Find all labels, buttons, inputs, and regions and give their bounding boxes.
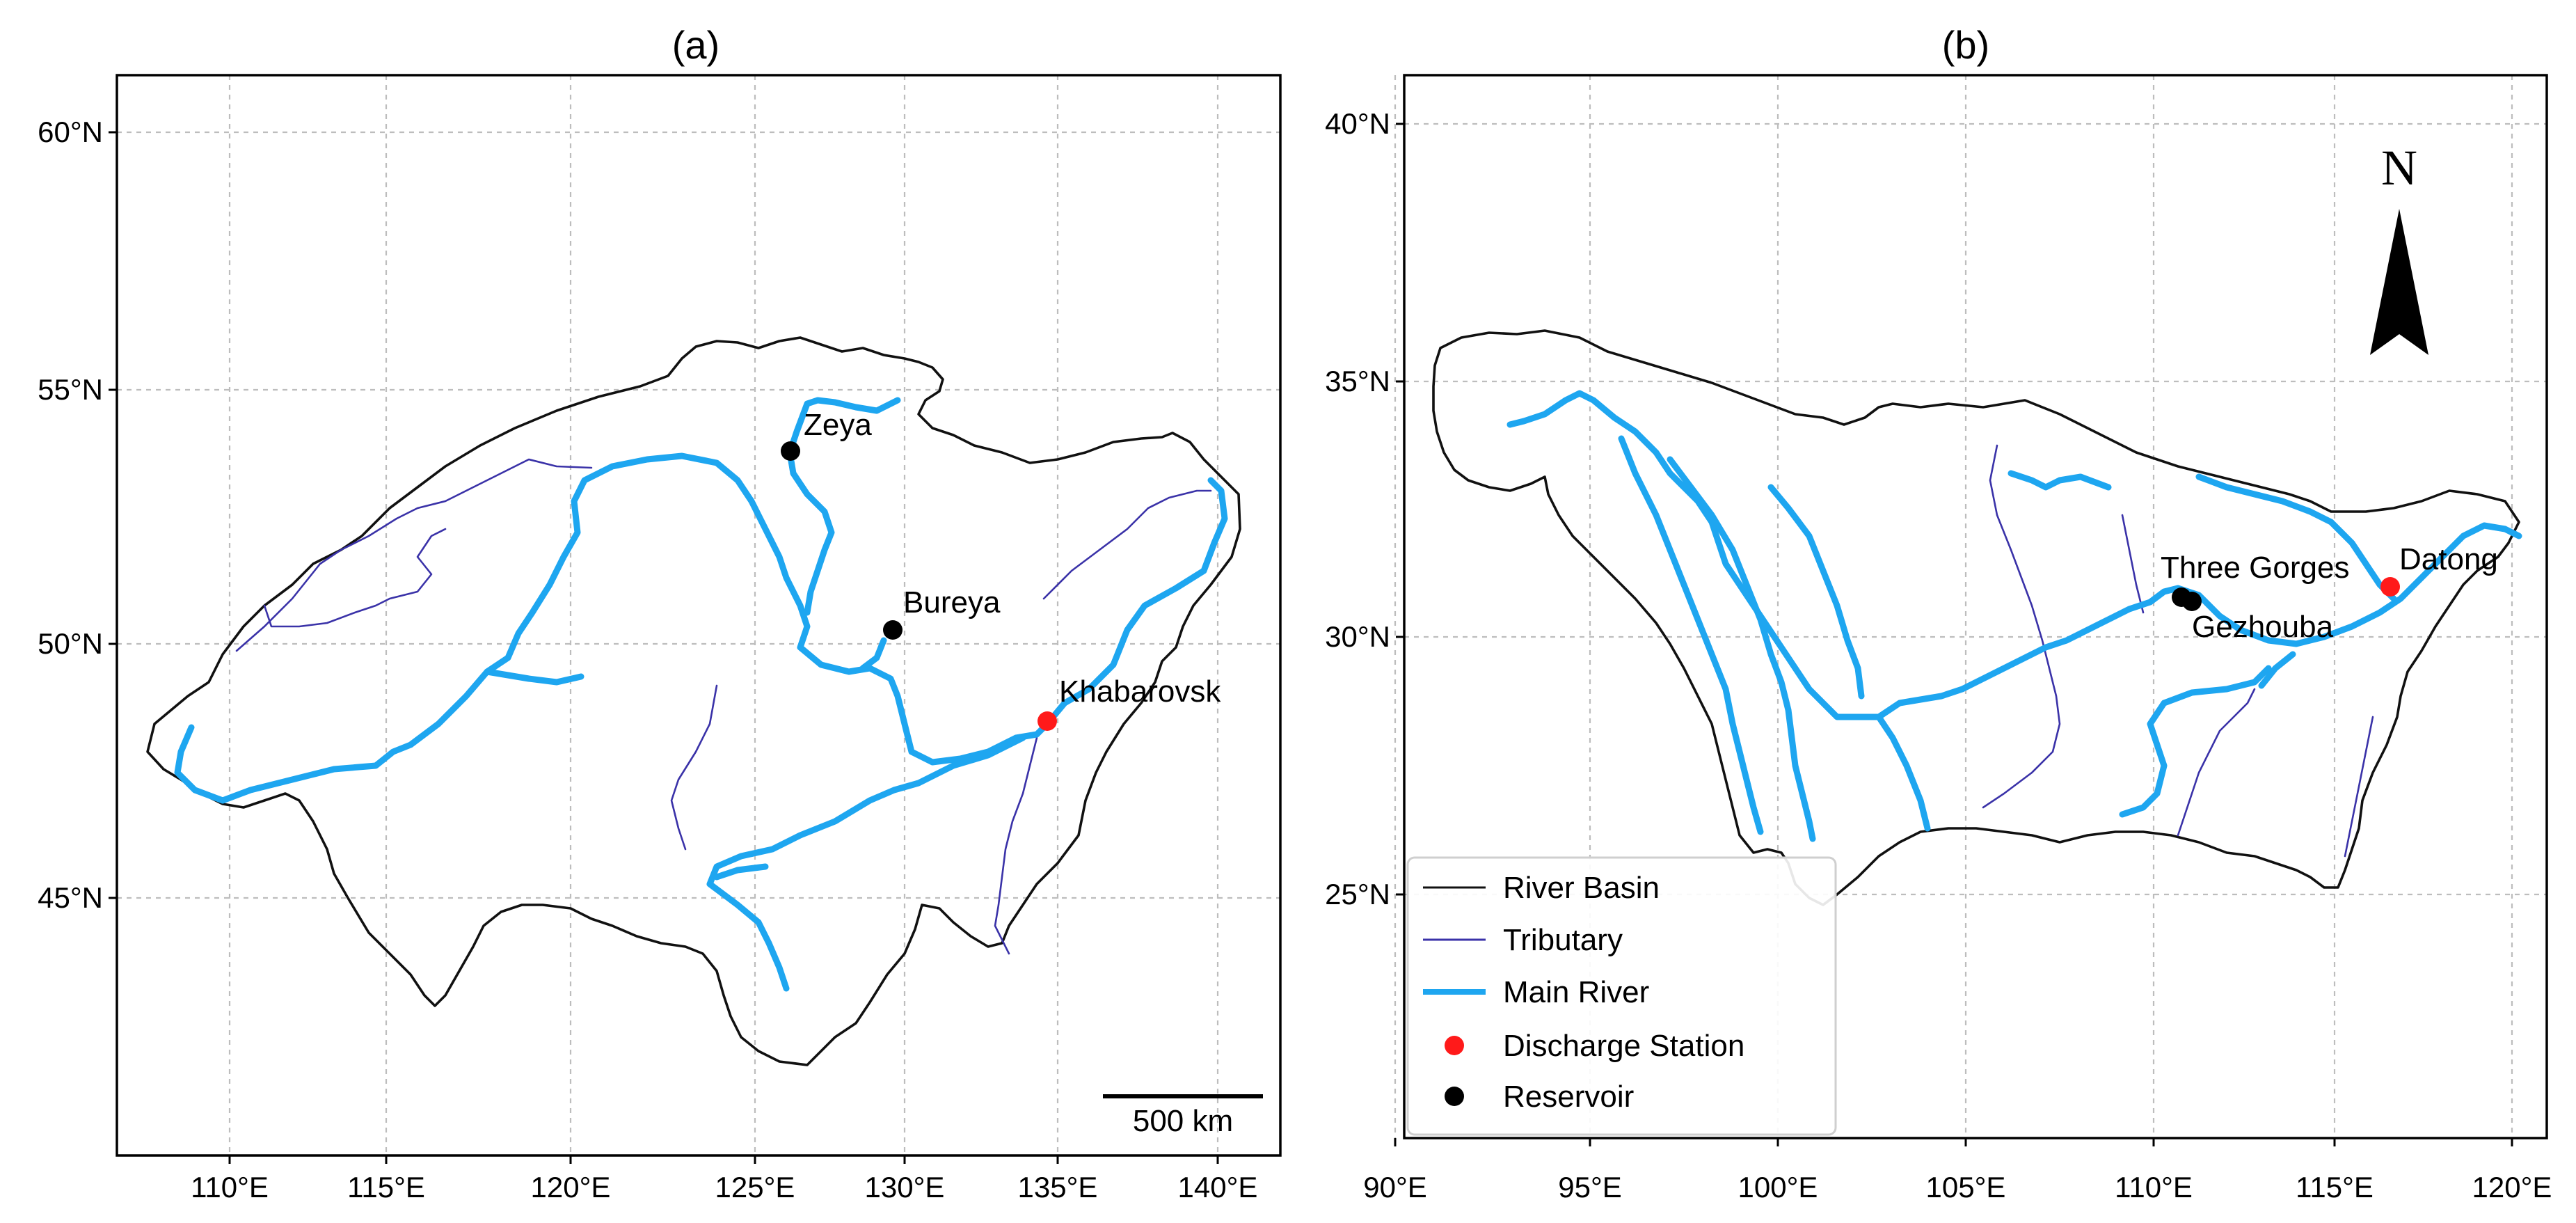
panel-a-main-rivers (174, 397, 1228, 992)
tributary-gan (2344, 716, 2374, 858)
tributary-kerulen (263, 528, 447, 628)
station-label-bureya: Bureya (903, 585, 1001, 620)
x-tick-label: 125°E (715, 1171, 795, 1204)
tributary-bureya-upper (1042, 489, 1212, 600)
y-tick-label: 25°N (1325, 878, 1390, 910)
main-river-yalong (1667, 456, 1816, 842)
legend-box (1406, 856, 1837, 1136)
main-river-han (2195, 473, 2397, 602)
x-tick-label: 140°E (1178, 1171, 1258, 1204)
x-tick-label: 95°E (1558, 1171, 1622, 1204)
station-label-three-gorges: Three Gorges (2161, 551, 2349, 585)
reservoir-marker-gezhouba (2182, 592, 2202, 611)
legend-label-river-basin: River Basin (1503, 871, 1660, 905)
station-label-zeya: Zeya (804, 408, 872, 442)
main-river-han-upper (2007, 470, 2112, 491)
main-river-songhua (706, 734, 1026, 992)
x-tick-label: 105°E (1926, 1171, 2006, 1204)
legend-label-tributary: Tributary (1503, 923, 1623, 957)
main-river-amur-lower (1044, 477, 1228, 727)
panel-b-stations: Three Gorges Gezhouba Datong (2161, 542, 2498, 644)
panel-b-gridlines (1394, 75, 2547, 1138)
y-tick-label: 55°N (38, 373, 103, 406)
panel-a-river-basin (146, 336, 1241, 1066)
y-tick-label: 60°N (38, 116, 103, 148)
legend-swatch-reservoir (1445, 1087, 1464, 1106)
main-river-branch-west (484, 668, 585, 686)
main-river-min (1767, 484, 1865, 700)
y-tick-label: 35°N (1325, 365, 1390, 397)
main-river-jinsha (1618, 435, 1764, 835)
main-river-zeya (786, 449, 835, 616)
scale-bar-label: 500 km (1133, 1104, 1233, 1138)
panel-a-scale-bar: 500 km (1103, 1094, 1263, 1138)
tributary-han-branch (2121, 514, 2145, 614)
legend-swatch-discharge-station (1445, 1036, 1464, 1055)
main-river-songhua-branch (713, 863, 769, 881)
panel-b-x-ticks: 90°E 95°E 100°E 105°E 110°E 115°E 120°E (1363, 1138, 2552, 1204)
panel-b-river-basin (1432, 329, 2520, 906)
station-label-gezhouba: Gezhouba (2192, 610, 2334, 644)
x-tick-label: 90°E (1363, 1171, 1427, 1204)
station-label-khabarovsk: Khabarovsk (1059, 674, 1221, 709)
panel-b-main-rivers (1506, 390, 2522, 842)
panel-a-stations: Zeya Bureya Khabarovsk (781, 408, 1221, 731)
panel-a-gridlines (117, 75, 1280, 1155)
main-river-yangtze (1506, 390, 2522, 720)
panel-a: (a) (38, 23, 1282, 1204)
panel-b-y-ticks: 25°N 30°N 35°N 40°N (1325, 107, 1404, 910)
panel-b: (b) (1325, 23, 2552, 1204)
y-tick-label: 30°N (1325, 620, 1390, 653)
panel-a-frame (116, 74, 1282, 1157)
discharge-marker-datong (2380, 577, 2400, 597)
north-arrow: N (2370, 140, 2428, 355)
x-tick-label: 100°E (1738, 1171, 1818, 1204)
panel-b-frame (1403, 74, 2548, 1139)
x-tick-label: 120°E (531, 1171, 611, 1204)
legend-label-discharge-station: Discharge Station (1503, 1029, 1744, 1063)
tributary-argun (235, 458, 593, 652)
main-river-dongting (2258, 651, 2296, 689)
main-river-yuan (2119, 665, 2272, 818)
x-tick-label: 115°E (347, 1171, 425, 1204)
x-tick-label: 110°E (191, 1171, 269, 1204)
legend-label-main-river: Main River (1503, 975, 1649, 1009)
reservoir-marker-zeya (781, 441, 800, 461)
y-tick-label: 40°N (1325, 107, 1390, 140)
x-tick-label: 110°E (2115, 1171, 2193, 1204)
discharge-marker-khabarovsk (1037, 711, 1057, 731)
panel-a-y-ticks: 45°N 50°N 55°N 60°N (38, 116, 117, 914)
legend-label-reservoir: Reservoir (1503, 1080, 1634, 1114)
tributary-yuan (2177, 688, 2256, 837)
panel-b-tributaries (1982, 444, 2374, 858)
reservoir-marker-bureya (883, 620, 903, 640)
panel-a-x-ticks: 110°E 115°E 120°E 125°E 130°E 135°E 140°… (191, 1155, 1257, 1204)
main-river-bureya (859, 637, 887, 672)
main-river-amur (174, 452, 1051, 804)
panel-a-tributaries (235, 458, 1212, 955)
y-tick-label: 50°N (38, 627, 103, 660)
x-tick-label: 130°E (865, 1171, 945, 1204)
north-arrow-label: N (2381, 140, 2417, 196)
x-tick-label: 135°E (1018, 1171, 1098, 1204)
main-river-zeya-upper (786, 397, 901, 456)
tributary-jialing (1982, 444, 2061, 809)
x-tick-label: 115°E (2296, 1171, 2374, 1204)
panel-b-title: (b) (1942, 23, 1989, 67)
tributary-ussuri (994, 736, 1038, 955)
north-arrow-icon (2370, 209, 2428, 355)
legend: River Basin Tributary Main River Dischar… (1406, 856, 1837, 1136)
panel-a-title: (a) (672, 23, 719, 67)
tributary-nen (670, 684, 718, 851)
x-tick-label: 120°E (2472, 1171, 2552, 1204)
main-river-wu-upper (1875, 713, 1931, 832)
station-label-datong: Datong (2399, 542, 2498, 576)
y-tick-label: 45°N (38, 881, 103, 914)
